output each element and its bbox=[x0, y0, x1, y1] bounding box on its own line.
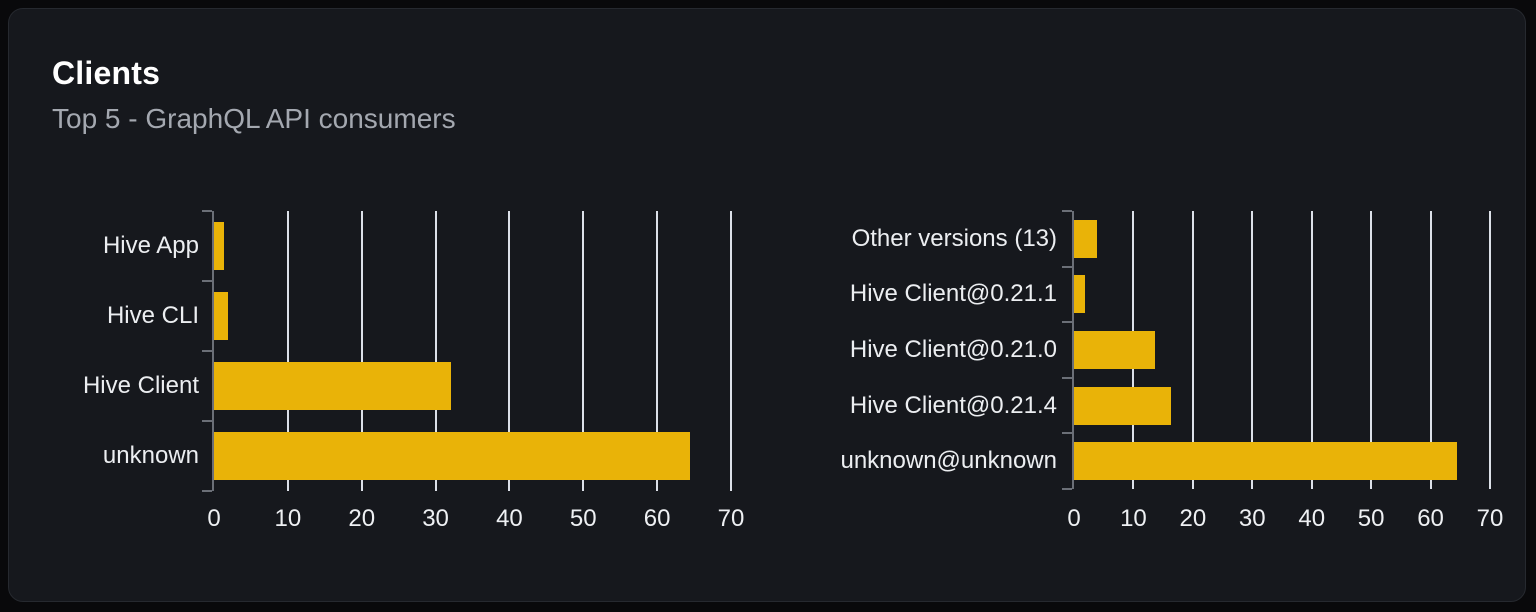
bar-hive-app[interactable] bbox=[214, 222, 224, 270]
category-label-unknown: unknown bbox=[102, 442, 199, 469]
x-tick-label-50: 50 bbox=[1357, 505, 1385, 532]
y-axis-tick bbox=[1062, 376, 1072, 379]
gridline-x-40 bbox=[508, 211, 511, 491]
gridline-x-30 bbox=[434, 211, 437, 491]
category-label-hive-client-0-21-1: Hive Client@0.21.1 bbox=[849, 280, 1057, 308]
x-tick-label-70: 70 bbox=[1476, 505, 1504, 532]
gridline-x-60 bbox=[1429, 211, 1432, 489]
category-label-hive-cli: Hive CLI bbox=[106, 302, 199, 329]
x-tick-label-0: 0 bbox=[1067, 505, 1081, 532]
x-tick-label-10: 10 bbox=[1120, 505, 1147, 532]
y-axis-tick bbox=[202, 350, 212, 352]
bar-unknown-unknown[interactable] bbox=[1074, 442, 1457, 481]
category-label-hive-client: Hive Client bbox=[82, 372, 199, 399]
y-axis bbox=[212, 211, 214, 491]
category-label-hive-client-0-21-0: Hive Client@0.21.0 bbox=[849, 336, 1057, 363]
x-tick-label-0: 0 bbox=[207, 505, 221, 532]
gridline-x-30 bbox=[1251, 211, 1254, 489]
x-tick-label-70: 70 bbox=[717, 505, 745, 532]
gridline-x-10 bbox=[286, 211, 289, 491]
bar-hive-client-0-21-0[interactable] bbox=[1074, 331, 1156, 369]
bar-hive-client-0-21-4[interactable] bbox=[1074, 386, 1172, 425]
card-title: Clients bbox=[52, 55, 161, 91]
y-axis-tick bbox=[1062, 210, 1072, 212]
y-axis bbox=[1072, 211, 1074, 489]
bar-hive-client[interactable] bbox=[214, 362, 452, 410]
x-tick-label-20: 20 bbox=[348, 505, 376, 532]
x-tick-label-10: 10 bbox=[274, 505, 302, 532]
y-axis-tick bbox=[202, 210, 212, 212]
gridline-x-40 bbox=[1310, 211, 1313, 489]
y-axis-tick bbox=[1062, 265, 1072, 268]
clients-card: Clients Top 5 - GraphQL API consumers bbox=[8, 8, 1526, 602]
bar-hive-client-0-21-1[interactable] bbox=[1074, 275, 1085, 314]
category-label-other-versions-13: Other versions (13) bbox=[851, 224, 1057, 252]
bar-other-versions-13[interactable] bbox=[1074, 219, 1098, 258]
gridline-x-50 bbox=[1370, 211, 1373, 489]
y-axis-tick bbox=[202, 490, 212, 492]
category-label-hive-app: Hive App bbox=[102, 232, 199, 259]
x-tick-label-60: 60 bbox=[1417, 505, 1444, 532]
x-tick-label-30: 30 bbox=[1238, 505, 1266, 532]
category-label-unknown-unknown: unknown@unknown bbox=[840, 447, 1057, 475]
gridline-x-50 bbox=[582, 211, 585, 491]
gridline-x-60 bbox=[656, 211, 659, 491]
y-axis-tick bbox=[1062, 488, 1072, 490]
y-axis-tick bbox=[1062, 321, 1072, 324]
y-axis-tick bbox=[202, 280, 212, 282]
x-tick-label-50: 50 bbox=[569, 505, 597, 532]
x-tick-label-20: 20 bbox=[1179, 505, 1207, 532]
x-tick-label-40: 40 bbox=[496, 505, 523, 532]
bar-hive-cli[interactable] bbox=[214, 292, 229, 340]
gridline-x-70 bbox=[730, 211, 732, 491]
bar-unknown[interactable] bbox=[214, 432, 690, 480]
x-tick-label-60: 60 bbox=[643, 505, 671, 532]
category-label-hive-client-0-21-4: Hive Client@0.21.4 bbox=[849, 391, 1057, 419]
x-tick-label-30: 30 bbox=[422, 505, 449, 532]
gridline-x-70 bbox=[1489, 211, 1491, 489]
y-axis-tick bbox=[202, 420, 212, 422]
y-axis-tick bbox=[1062, 432, 1072, 435]
card-subtitle: Top 5 - GraphQL API consumers bbox=[52, 103, 456, 134]
x-tick-label-40: 40 bbox=[1298, 505, 1326, 532]
gridline-x-20 bbox=[1191, 211, 1194, 489]
gridline-x-20 bbox=[360, 211, 363, 491]
